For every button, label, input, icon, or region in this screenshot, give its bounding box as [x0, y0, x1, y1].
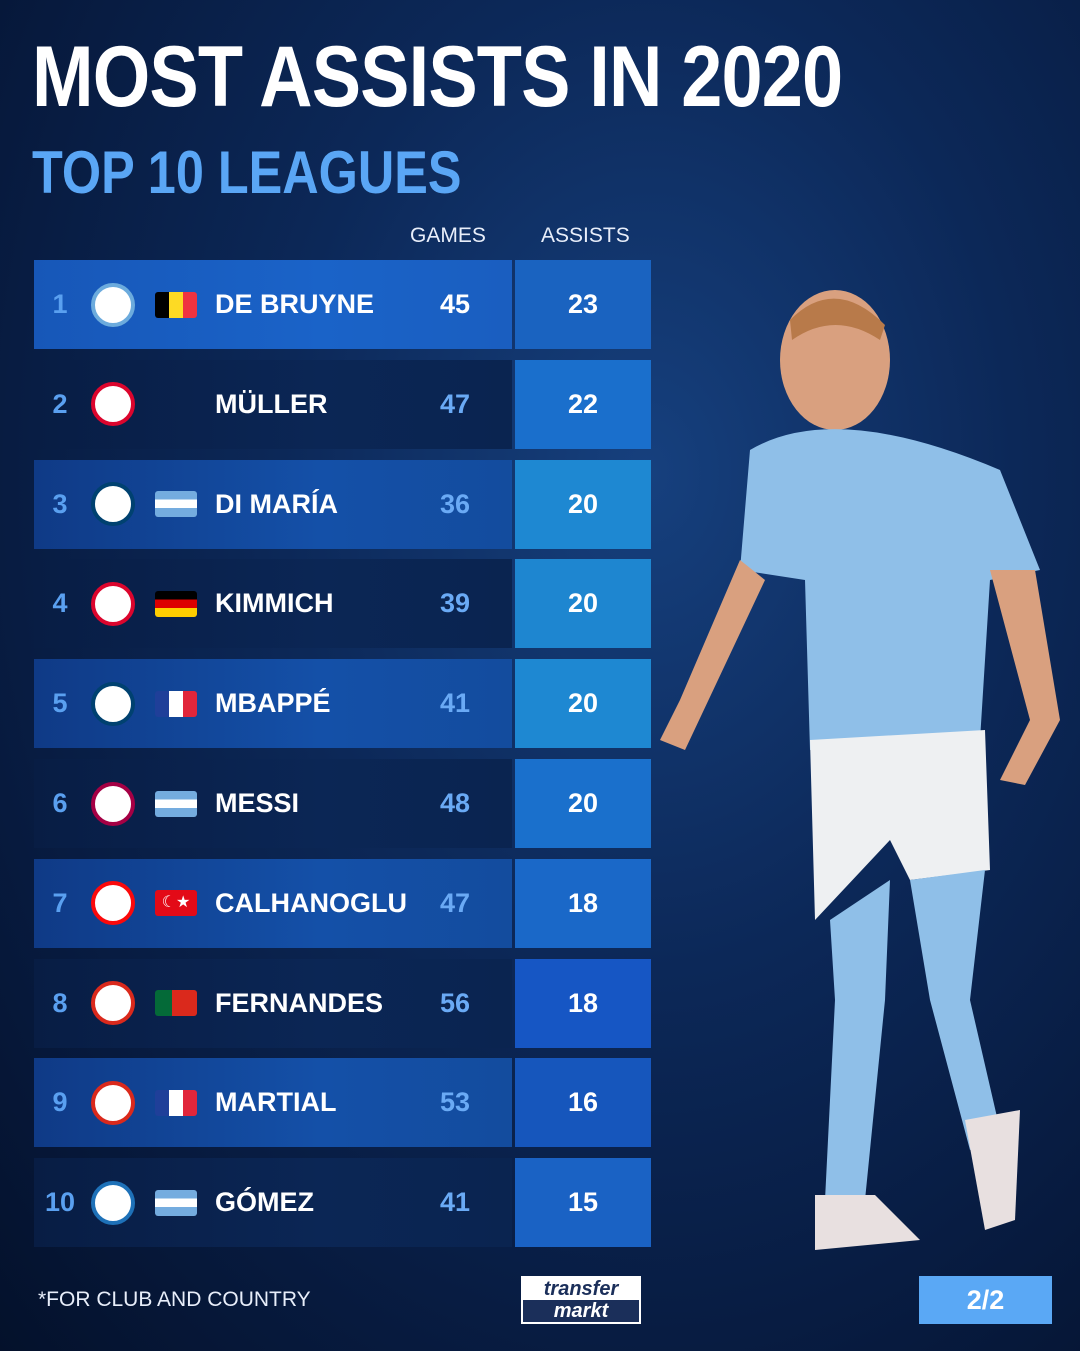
country-flag-icon: ☾★: [155, 890, 197, 917]
country-flag-icon: [155, 1089, 197, 1116]
games-value: 39: [439, 588, 471, 619]
assists-value: 23: [515, 260, 651, 349]
player-name: DI MARÍA: [215, 488, 338, 519]
club-crest-icon: [91, 482, 135, 527]
table-row: 10 GÓMEZ 41: [34, 1158, 512, 1248]
assists-value: 22: [515, 359, 651, 449]
assists-value: 18: [515, 858, 651, 948]
games-value: 56: [439, 987, 471, 1018]
rank: 2: [52, 388, 68, 419]
rank: 5: [52, 688, 68, 719]
player-photo: [660, 290, 1060, 1250]
assists-value: 16: [515, 1058, 651, 1148]
games-value: 41: [439, 688, 471, 719]
table-row: 9 MARTIAL 53: [34, 1058, 512, 1148]
games-value: 53: [439, 1087, 471, 1118]
player-name: FERNANDES: [215, 987, 384, 1018]
country-flag-icon: [155, 790, 197, 817]
table-row: 4 KIMMICH 39: [34, 559, 512, 649]
table-row: 3 DI MARÍA 36: [34, 459, 512, 549]
rank: 10: [44, 1187, 76, 1218]
country-flag-icon: [155, 590, 197, 617]
assists-value: 20: [515, 559, 651, 649]
transfermarkt-logo: transfer markt: [521, 1276, 641, 1324]
rank: 8: [52, 987, 68, 1018]
club-crest-icon: [91, 382, 135, 427]
club-crest-icon: [91, 981, 135, 1026]
games-value: 47: [439, 388, 471, 419]
table-row: 8 FERNANDES 56: [34, 958, 512, 1048]
games-value: 48: [439, 788, 471, 818]
table-row: 6 MESSI 48: [34, 759, 512, 848]
country-flag-icon: [155, 491, 197, 518]
club-crest-icon: [91, 581, 135, 626]
games-value: 45: [439, 289, 471, 319]
games-value: 41: [439, 1187, 471, 1218]
country-flag-icon: [155, 1189, 197, 1216]
rank: 7: [52, 887, 68, 918]
games-header: GAMES: [410, 224, 486, 247]
player-name: KIMMICH: [215, 588, 334, 619]
player-name: CALHANOGLU: [215, 887, 407, 918]
player-name: MESSI: [215, 788, 300, 818]
logo-line1: transfer: [543, 1278, 619, 1300]
table-row: 1 DE BRUYNE 45: [34, 260, 512, 349]
rank: 4: [52, 588, 68, 619]
rank: 3: [52, 488, 68, 519]
player-name: MARTIAL: [215, 1087, 337, 1118]
footnote: *FOR CLUB AND COUNTRY: [38, 1288, 311, 1311]
assists-header: ASSISTS: [541, 224, 630, 247]
player-name: GÓMEZ: [215, 1187, 314, 1218]
page-title: MOST ASSISTS IN 2020: [32, 29, 843, 125]
table-row: 7 ☾★ CALHANOGLU 47: [34, 858, 512, 948]
games-value: 47: [439, 887, 471, 918]
logo-line2: markt: [523, 1300, 639, 1322]
country-flag-icon: [155, 690, 197, 717]
player-name: MBAPPÉ: [215, 688, 331, 719]
club-crest-icon: [91, 681, 135, 726]
player-name: MÜLLER: [215, 388, 328, 419]
table-row: 5 MBAPPÉ 41: [34, 659, 512, 749]
assists-value: 20: [515, 659, 651, 749]
table-row: 2 MÜLLER 47: [34, 359, 512, 449]
rank: 1: [52, 289, 68, 319]
assists-value: 20: [515, 759, 651, 848]
rank: 6: [52, 788, 68, 818]
games-value: 36: [439, 488, 471, 519]
assists-value: 15: [515, 1158, 651, 1248]
club-crest-icon: [91, 1080, 135, 1125]
club-crest-icon: [91, 781, 135, 826]
page-subtitle: TOP 10 LEAGUES: [32, 139, 462, 206]
country-flag-icon: [155, 291, 197, 318]
club-crest-icon: [91, 282, 135, 327]
assists-value: 20: [515, 459, 651, 549]
rank: 9: [52, 1087, 68, 1118]
club-crest-icon: [91, 1180, 135, 1225]
country-flag-icon: [155, 990, 197, 1017]
player-name: DE BRUYNE: [215, 289, 375, 319]
assists-value: 18: [515, 958, 651, 1048]
club-crest-icon: [91, 881, 135, 926]
page-indicator: 2/2: [919, 1276, 1052, 1324]
